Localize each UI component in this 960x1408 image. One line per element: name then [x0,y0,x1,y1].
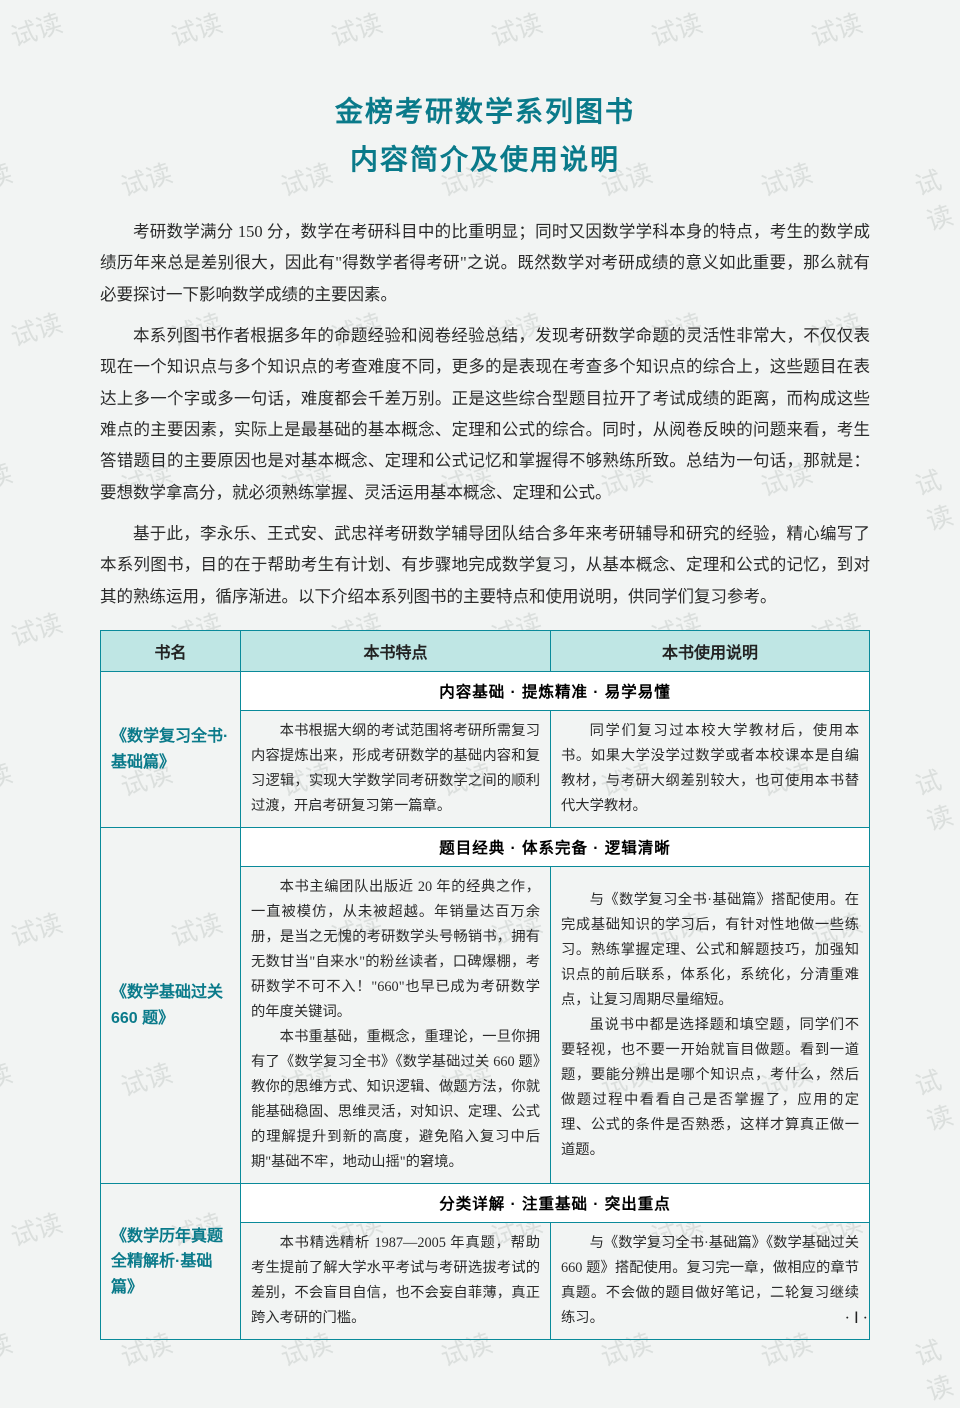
usage-text: 同学们复习过本校大学教材后，使用本书。如果大学没学过数学或者本校课本是自编教材，… [561,719,859,819]
feature-text: 本书根据大纲的考试范围将考研所需复习内容提炼出来，形成考研数学的基础内容和复习逻… [251,719,540,819]
section-banner: 题目经典 · 体系完备 · 逻辑清晰 [241,828,870,867]
feature-cell: 本书精选精析 1987—2005 年真题，帮助考生提前了解大学水平考试与考研选拔… [241,1223,551,1340]
table-header-row: 书名 本书特点 本书使用说明 [101,631,870,672]
header-feature: 本书特点 [241,631,551,672]
table-row: 《数学历年真题全精解析·基础篇》 分类详解 · 注重基础 · 突出重点 [101,1184,870,1223]
book-name-cell: 《数学历年真题全精解析·基础篇》 [101,1184,241,1340]
intro-paragraph: 基于此，李永乐、王式安、武忠祥考研数学辅导团队结合多年来考研辅导和研究的经验，精… [100,518,870,612]
usage-text: 与《数学复习全书·基础篇》《数学基础过关 660 题》搭配使用。复习完一章，做相… [561,1231,859,1331]
header-usage: 本书使用说明 [551,631,870,672]
title-line-1: 金榜考研数学系列图书 [100,90,870,130]
feature-text: 本书主编团队出版近 20 年的经典之作，一直被模仿，从未被超越。年销量达百万余册… [251,875,540,1025]
usage-text: 虽说书中都是选择题和填空题，同学们不要轻视，也不要一开始就盲目做题。看到一道题，… [561,1013,859,1163]
feature-text: 本书精选精析 1987—2005 年真题，帮助考生提前了解大学水平考试与考研选拔… [251,1231,540,1331]
page-content: 金榜考研数学系列图书 内容简介及使用说明 考研数学满分 150 分，数学在考研科… [0,0,960,1380]
table-row: 《数学复习全书·基础篇》 内容基础 · 提炼精准 · 易学易懂 [101,672,870,711]
header-name: 书名 [101,631,241,672]
section-banner: 分类详解 · 注重基础 · 突出重点 [241,1184,870,1223]
page-number: · Ⅰ · [845,1308,868,1328]
usage-cell: 同学们复习过本校大学教材后，使用本书。如果大学没学过数学或者本校课本是自编教材，… [551,711,870,828]
section-banner: 内容基础 · 提炼精准 · 易学易懂 [241,672,870,711]
usage-cell: 与《数学复习全书·基础篇》搭配使用。在完成基础知识的学习后，有针对性地做一些练习… [551,867,870,1184]
intro-paragraph: 本系列图书作者根据多年的命题经验和阅卷经验总结，发现考研数学命题的灵活性非常大，… [100,320,870,508]
book-name-cell: 《数学复习全书·基础篇》 [101,672,241,828]
page-title: 金榜考研数学系列图书 内容简介及使用说明 [100,90,870,178]
intro-paragraph: 考研数学满分 150 分，数学在考研科目中的比重明显；同时又因数学学科本身的特点… [100,216,870,310]
feature-cell: 本书根据大纲的考试范围将考研所需复习内容提炼出来，形成考研数学的基础内容和复习逻… [241,711,551,828]
usage-cell: 与《数学复习全书·基础篇》《数学基础过关 660 题》搭配使用。复习完一章，做相… [551,1223,870,1340]
books-table: 书名 本书特点 本书使用说明 《数学复习全书·基础篇》 内容基础 · 提炼精准 … [100,630,870,1340]
table-row: 《数学基础过关 660 题》 题目经典 · 体系完备 · 逻辑清晰 [101,828,870,867]
book-name-cell: 《数学基础过关 660 题》 [101,828,241,1184]
feature-cell: 本书主编团队出版近 20 年的经典之作，一直被模仿，从未被超越。年销量达百万余册… [241,867,551,1184]
title-line-2: 内容简介及使用说明 [100,138,870,178]
feature-text: 本书重基础，重概念，重理论，一旦你拥有了《数学复习全书》《数学基础过关 660 … [251,1025,540,1175]
usage-text: 与《数学复习全书·基础篇》搭配使用。在完成基础知识的学习后，有针对性地做一些练习… [561,888,859,1013]
